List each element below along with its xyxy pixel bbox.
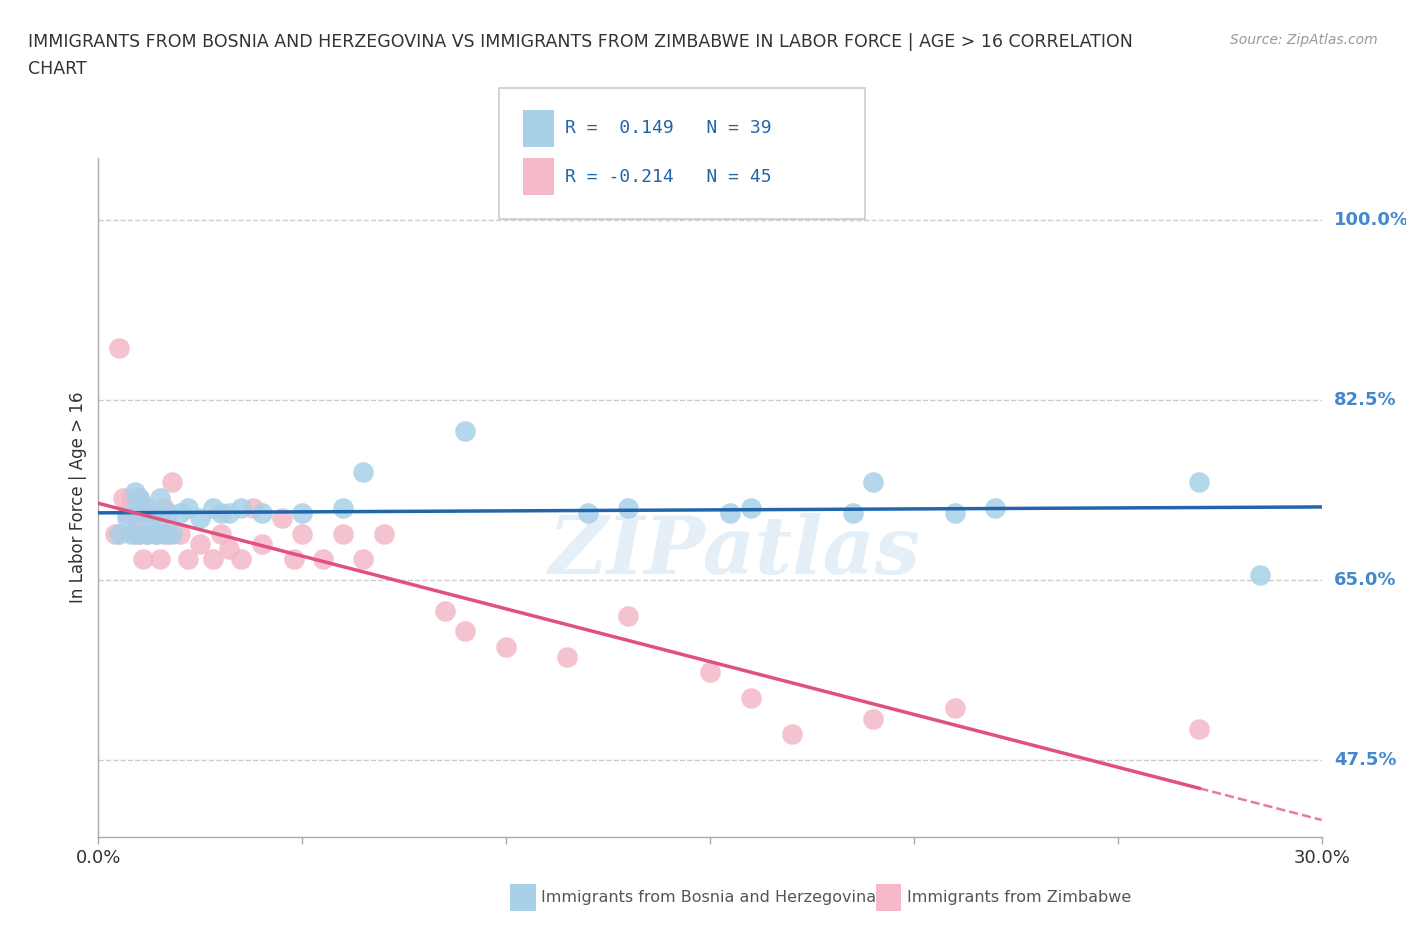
Point	[201, 500, 224, 515]
Point	[128, 506, 150, 521]
Point	[177, 551, 200, 566]
Point	[120, 526, 142, 541]
Point	[454, 423, 477, 438]
Point	[160, 474, 183, 489]
Point	[136, 526, 159, 541]
Point	[177, 500, 200, 515]
Point	[124, 485, 146, 499]
Point	[291, 526, 314, 541]
Point	[231, 500, 253, 515]
Point	[270, 511, 294, 525]
Point	[115, 511, 138, 525]
Point	[136, 500, 159, 515]
Point	[209, 506, 232, 521]
Point	[128, 526, 150, 541]
Point	[373, 526, 395, 541]
Point	[231, 551, 253, 566]
Point	[617, 500, 640, 515]
Point	[188, 511, 212, 525]
Point	[128, 490, 150, 505]
Point	[555, 649, 579, 664]
Point	[312, 551, 335, 566]
Point	[145, 526, 167, 541]
Point	[617, 608, 640, 623]
Point	[495, 639, 517, 654]
Point	[141, 506, 163, 521]
Text: Source: ZipAtlas.com: Source: ZipAtlas.com	[1230, 33, 1378, 46]
Text: R =  0.149   N = 39: R = 0.149 N = 39	[565, 119, 772, 138]
Point	[862, 711, 884, 726]
Point	[209, 526, 232, 541]
Text: Immigrants from Bosnia and Herzegovina: Immigrants from Bosnia and Herzegovina	[541, 890, 876, 905]
Point	[250, 506, 273, 521]
Point	[124, 511, 146, 525]
Point	[149, 551, 172, 566]
Point	[169, 506, 191, 521]
Point	[1188, 474, 1211, 489]
Point	[111, 490, 134, 505]
Point	[434, 604, 457, 618]
Point	[108, 341, 131, 356]
Point	[160, 526, 183, 541]
Point	[201, 551, 224, 566]
Point	[352, 464, 374, 479]
Point	[841, 506, 863, 521]
Point	[1188, 722, 1211, 737]
Point	[128, 526, 150, 541]
Point	[218, 541, 240, 556]
Text: R = -0.214   N = 45: R = -0.214 N = 45	[565, 167, 772, 186]
Point	[283, 551, 305, 566]
Point	[156, 506, 179, 521]
Point	[454, 624, 477, 639]
Text: IMMIGRANTS FROM BOSNIA AND HERZEGOVINA VS IMMIGRANTS FROM ZIMBABWE IN LABOR FORC: IMMIGRANTS FROM BOSNIA AND HERZEGOVINA V…	[28, 33, 1133, 50]
Point	[250, 537, 273, 551]
Point	[145, 526, 167, 541]
Point	[104, 526, 127, 541]
Point	[699, 665, 721, 680]
Point	[149, 490, 172, 505]
Point	[169, 526, 191, 541]
Point	[120, 490, 142, 505]
Point	[740, 691, 762, 706]
Point	[242, 500, 264, 515]
Text: 82.5%: 82.5%	[1334, 391, 1396, 409]
Point	[136, 526, 159, 541]
Point	[188, 537, 212, 551]
Point	[149, 511, 172, 525]
Point	[984, 500, 1007, 515]
Point	[128, 490, 150, 505]
Point	[141, 511, 163, 525]
Point	[132, 551, 155, 566]
Text: CHART: CHART	[28, 60, 87, 78]
Text: 47.5%: 47.5%	[1334, 751, 1396, 769]
Point	[352, 551, 374, 566]
Point	[291, 506, 314, 521]
Point	[115, 506, 138, 521]
Point	[740, 500, 762, 515]
Point	[124, 500, 146, 515]
Point	[218, 506, 240, 521]
Point	[780, 726, 803, 741]
Y-axis label: In Labor Force | Age > 16: In Labor Force | Age > 16	[69, 392, 87, 604]
Text: ZIPatlas: ZIPatlas	[548, 513, 921, 591]
Text: 65.0%: 65.0%	[1334, 571, 1396, 589]
Point	[332, 500, 354, 515]
Text: 100.0%: 100.0%	[1334, 211, 1406, 229]
Text: Immigrants from Zimbabwe: Immigrants from Zimbabwe	[907, 890, 1130, 905]
Point	[128, 506, 150, 521]
Point	[862, 474, 884, 489]
Point	[152, 500, 174, 515]
Point	[108, 526, 131, 541]
Point	[152, 526, 174, 541]
Point	[156, 526, 179, 541]
Point	[576, 506, 599, 521]
Point	[943, 506, 966, 521]
Point	[332, 526, 354, 541]
Point	[718, 506, 742, 521]
Point	[124, 526, 146, 541]
Point	[943, 701, 966, 716]
Point	[1249, 567, 1271, 582]
